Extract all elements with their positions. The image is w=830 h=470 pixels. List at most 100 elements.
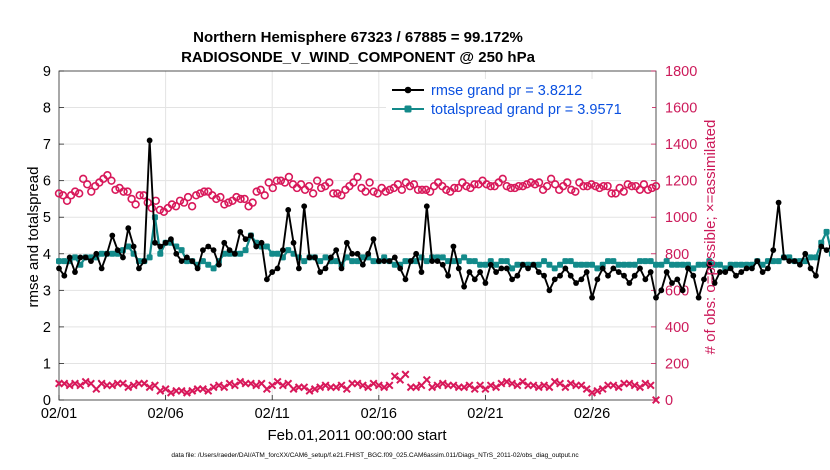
obs-possible-point [530,180,540,189]
obs-possible-point [385,185,394,195]
rmse-point [200,247,206,254]
obs-possible-point [599,181,608,191]
obs-assimilated-point [625,379,634,388]
totalspread-point [461,254,468,261]
obs-assimilated-point [230,381,239,390]
rmse-point [791,258,798,264]
obs-assimilated-point [374,381,383,390]
y-left-tick-label: 1 [43,356,51,372]
rmse-point [146,137,153,144]
totalspread-point [711,261,718,268]
rmse-point [450,243,457,250]
y-axis-left-label: rmse and totalspread [25,167,42,308]
obs-possible-point [272,176,282,185]
rmse-point [701,276,707,283]
rmse-point [381,258,388,264]
obs-possible-point [62,196,72,205]
y-right-tick-label: 0 [665,393,673,409]
rmse-point [61,272,68,279]
rmse-point [663,269,670,275]
obs-possible-point [583,181,592,191]
y-right-tick-label: 1400 [665,137,697,153]
obs-possible-point [470,180,479,189]
obs-assimilated-point [140,379,149,388]
rmse-point [290,239,297,246]
obs-assimilated-point [214,381,223,390]
rmse-point [189,258,196,264]
rmse-point [669,280,675,286]
obs-possible-point [546,174,556,184]
totalspread-point [716,261,723,268]
obs-possible-point [183,192,193,202]
y-left-tick-label: 2 [43,320,51,336]
totalspread-point [578,261,585,268]
obs-assimilated-point [438,379,447,388]
rmse-point [487,261,494,268]
totalspread-point [503,258,510,265]
totalspread-point [589,261,596,268]
totalspread-point [237,250,244,257]
obs-assimilated-point [124,383,133,392]
rmse-point [194,265,201,272]
totalspread-point [322,254,329,261]
y-left-tick-label: 3 [43,283,51,299]
obs-possible-point [365,178,374,187]
obs-assimilated-point [220,383,229,392]
rmse-point [690,272,697,279]
rmse-point [237,228,244,235]
rmse-point [317,269,324,275]
obs-assimilated-point [465,381,474,390]
obs-possible-point [635,185,645,195]
obs-possible-point [522,180,532,189]
obs-possible-point [220,200,229,209]
obs-possible-point [147,203,156,213]
x-tick-label: 02/11 [255,406,290,422]
y-right-tick-label: 1600 [665,101,697,117]
totalspread-point [647,258,654,265]
obs-possible-point [498,174,507,184]
obs-possible-point [316,183,326,193]
obs-possible-point [264,178,273,187]
obs-possible-point [256,185,265,195]
obs-possible-point [87,187,96,196]
rmse-point [562,265,569,272]
legend-spread-marker [404,105,412,113]
rmse-point [647,269,654,275]
legend: rmse grand pr = 3.8212 totalspread grand… [386,79,652,120]
legend-rmse-label: rmse grand pr = 3.8212 [431,83,582,99]
totalspread-point [674,261,681,268]
obs-assimilated-point [198,385,207,394]
obs-possible-point [595,183,604,193]
obs-assimilated-point [188,386,197,395]
rmse-point [365,250,372,257]
obs-assimilated-point [566,379,575,388]
rmse-point [109,232,116,239]
rmse-point [349,250,356,257]
obs-possible-point [308,189,318,198]
obs-possible-point [643,185,653,195]
obs-assimilated-point [449,381,458,390]
rmse-point [423,203,430,210]
rmse-point [413,250,420,257]
obs-possible-point [248,198,257,207]
obs-assimilated-point [289,385,298,394]
obs-assimilated-point [428,383,437,392]
obs-assimilated-point [300,383,309,392]
obs-assimilated-point [161,385,170,394]
obs-assimilated-point [252,381,261,390]
obs-possible-point [195,189,205,198]
totalspread-point [61,258,68,265]
obs-possible-point [611,189,620,198]
rmse-point [477,269,483,275]
totalspread-point [535,261,542,268]
totalspread-point [551,265,558,272]
rmse-point [322,265,329,272]
obs-assimilated-point [182,388,191,397]
obs-possible-point [155,205,165,215]
totalspread-point [354,258,361,265]
obs-assimilated-point [486,381,495,390]
rmse-point [375,258,382,264]
obs-possible-point [534,178,544,187]
totalspread-point [594,265,601,272]
rmse-point [610,265,617,272]
